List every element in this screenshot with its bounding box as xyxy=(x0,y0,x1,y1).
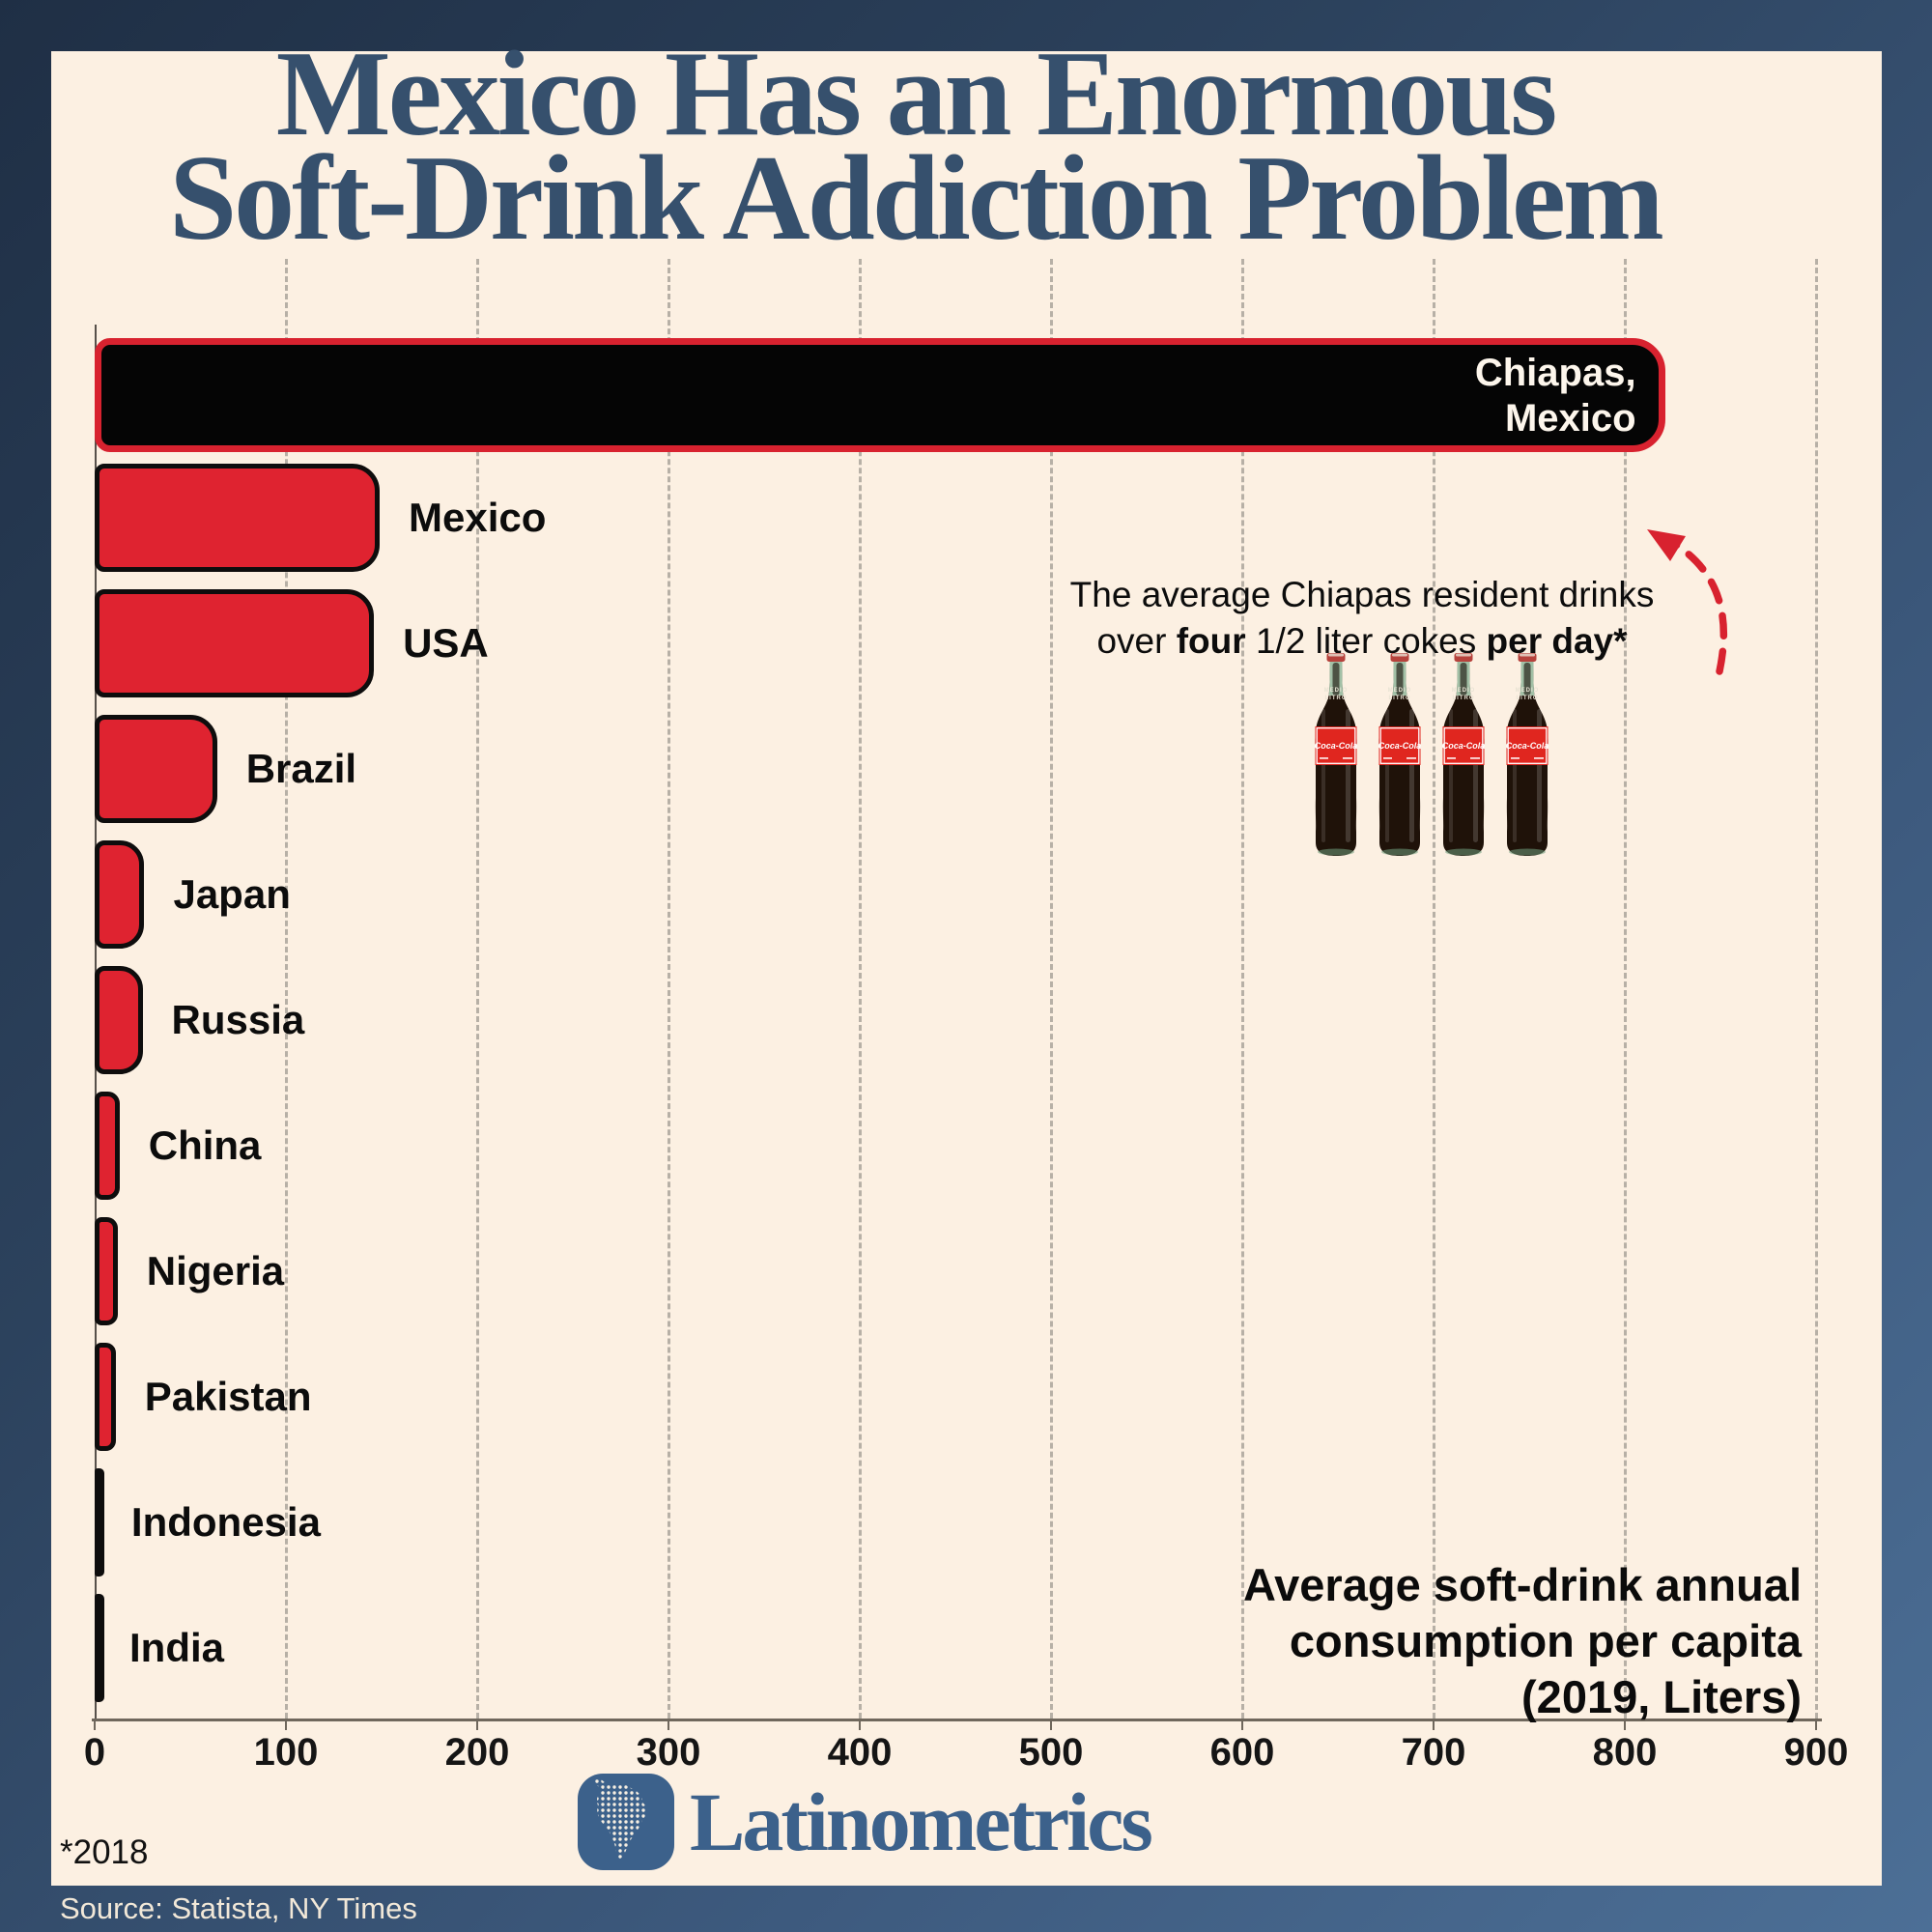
tick-label-100: 100 xyxy=(253,1731,319,1774)
bar-label-indonesia: Indonesia xyxy=(130,1499,321,1545)
annotation-line2: over four 1/2 liter cokes per day* xyxy=(1096,621,1628,661)
axis-tick-900 xyxy=(1815,1719,1817,1730)
latinometrics-logo-icon xyxy=(578,1774,674,1870)
tick-label-700: 700 xyxy=(1401,1731,1466,1774)
annotation-line1: The average Chiapas resident drinks xyxy=(1069,575,1655,614)
bar-brazil xyxy=(95,715,217,823)
tick-label-300: 300 xyxy=(636,1731,701,1774)
bar-mexico xyxy=(95,464,381,572)
footnote: *2018 xyxy=(60,1833,149,1871)
bar-label-brazil: Brazil xyxy=(245,746,357,791)
bar-label-pakistan: Pakistan xyxy=(144,1374,312,1419)
bar-chiapas-mexico xyxy=(95,338,1665,452)
gridline-800 xyxy=(1624,259,1627,1719)
latinometrics-wordmark: Latinometrics xyxy=(690,1776,1153,1868)
coke-bottle xyxy=(1441,653,1486,857)
coke-bottle xyxy=(1505,653,1549,857)
gridline-600 xyxy=(1241,259,1244,1719)
coke-bottles xyxy=(1312,653,1551,858)
gridline-700 xyxy=(1433,259,1435,1719)
bar-label-india: India xyxy=(129,1625,225,1670)
latinometrics-logo: Latinometrics xyxy=(578,1772,1153,1872)
gridline-200 xyxy=(476,259,479,1719)
bar-russia xyxy=(95,966,143,1074)
coke-bottle xyxy=(1378,653,1422,857)
axis-tick-300 xyxy=(668,1719,669,1730)
axis-tick-800 xyxy=(1624,1719,1626,1730)
gridline-500 xyxy=(1050,259,1053,1719)
tick-label-900: 900 xyxy=(1783,1731,1849,1774)
bar-label-russia: Russia xyxy=(171,997,305,1042)
axis-note: Average soft-drink annual consumption pe… xyxy=(1242,1559,1802,1722)
tick-label-600: 600 xyxy=(1209,1731,1275,1774)
x-axis-line xyxy=(92,1719,1822,1721)
gridline-900 xyxy=(1815,259,1818,1719)
page-title-line2: Soft-Drink Addiction Problem xyxy=(169,131,1664,266)
gridline-300 xyxy=(668,259,670,1719)
bar-japan xyxy=(95,840,145,949)
bar-label-japan: Japan xyxy=(173,871,291,917)
bar-label-nigeria: Nigeria xyxy=(146,1248,285,1293)
bar-label-china: China xyxy=(148,1122,262,1168)
tick-label-400: 400 xyxy=(827,1731,893,1774)
axis-tick-500 xyxy=(1050,1719,1052,1730)
bar-nigeria xyxy=(95,1217,118,1325)
bar-pakistan xyxy=(95,1343,116,1451)
axis-tick-100 xyxy=(285,1719,287,1730)
bar-china xyxy=(95,1092,120,1200)
axis-tick-700 xyxy=(1433,1719,1435,1730)
bar-indonesia xyxy=(95,1468,104,1577)
axis-tick-400 xyxy=(859,1719,861,1730)
axis-tick-600 xyxy=(1241,1719,1243,1730)
page-title: Mexico Has an Enormous Soft-Drink Addict… xyxy=(58,27,1773,266)
coke-bottle xyxy=(1314,653,1358,857)
axis-tick-0 xyxy=(94,1719,96,1730)
page-title-line1: Mexico Has an Enormous xyxy=(275,27,1558,161)
annotation-text: The average Chiapas resident drinks over… xyxy=(1043,572,1681,665)
tick-label-0: 0 xyxy=(83,1731,106,1774)
tick-label-800: 800 xyxy=(1592,1731,1658,1774)
tick-label-500: 500 xyxy=(1018,1731,1084,1774)
bar-label-mexico: Mexico xyxy=(409,495,547,540)
source-line: Source: Statista, NY Times xyxy=(60,1891,417,1925)
bar-label-highlight: Chiapas, Mexico xyxy=(1474,352,1636,440)
south-america-map xyxy=(596,1782,647,1859)
bar-label-usa: USA xyxy=(403,620,489,666)
tick-label-200: 200 xyxy=(444,1731,510,1774)
axis-tick-200 xyxy=(476,1719,478,1730)
bar-india xyxy=(95,1594,104,1702)
gridline-100 xyxy=(285,259,288,1719)
bar-usa xyxy=(95,589,375,697)
gridline-400 xyxy=(859,259,862,1719)
